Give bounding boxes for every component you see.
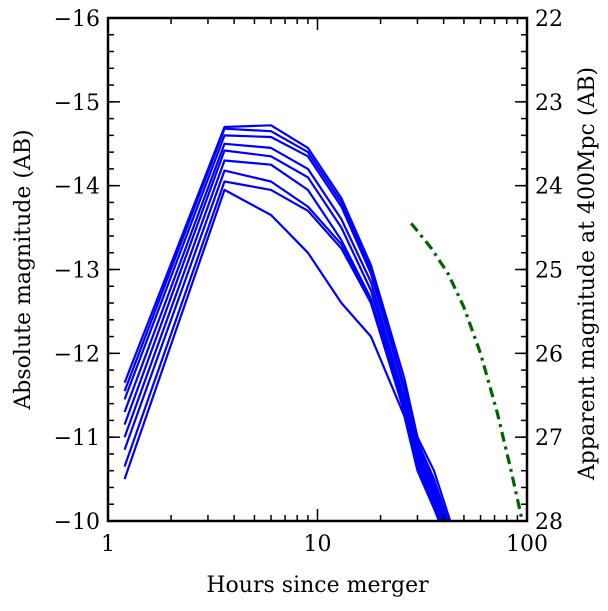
y-axis-title: Absolute magnitude (AB) (11, 129, 36, 410)
y-right-axis-title: Apparent magnitude at 400Mpc (AB) (575, 67, 600, 481)
blue-series-line-5 (123, 149, 445, 522)
y-right-tick-label: 25 (535, 259, 563, 284)
y-tick-label: −15 (54, 91, 100, 116)
blue-series-line-4 (123, 142, 445, 522)
green-dashdot-series-line (409, 222, 524, 522)
y-tick-label: −14 (54, 175, 100, 200)
blue-series-line-9 (123, 188, 441, 522)
y-tick-label: −12 (54, 342, 100, 367)
y-tick-label: −11 (54, 426, 100, 451)
y-right-tick-label: 27 (535, 426, 563, 451)
blue-series-line-1 (123, 124, 452, 522)
blue-series-line-6 (123, 159, 443, 522)
y-tick-label: −10 (54, 510, 100, 535)
y-tick-label: −13 (54, 259, 100, 284)
x-tick-label: 1 (101, 532, 115, 557)
y-right-tick-label: 26 (535, 342, 563, 367)
x-tick-label: 10 (304, 532, 332, 557)
blue-series-line-3 (123, 134, 447, 522)
y-right-tick-label: 28 (535, 510, 563, 535)
y-right-tick-label: 23 (535, 91, 563, 116)
blue-series-line-8 (123, 180, 441, 522)
y-tick-label: −16 (54, 7, 100, 32)
x-axis-title: Hours since merger (206, 573, 429, 598)
labels-layer: 1 10 100 −16 −15 −14 −13 −12 −11 −10 22 23 24 25 26 27 2… (54, 7, 563, 557)
y-right-tick-label: 22 (535, 7, 563, 32)
y-right-tick-label: 24 (535, 175, 563, 200)
blue-series-line-2 (123, 127, 450, 522)
x-tick-label: 100 (506, 532, 548, 557)
ticks-layer (107, 17, 528, 522)
series-layer (123, 124, 524, 522)
